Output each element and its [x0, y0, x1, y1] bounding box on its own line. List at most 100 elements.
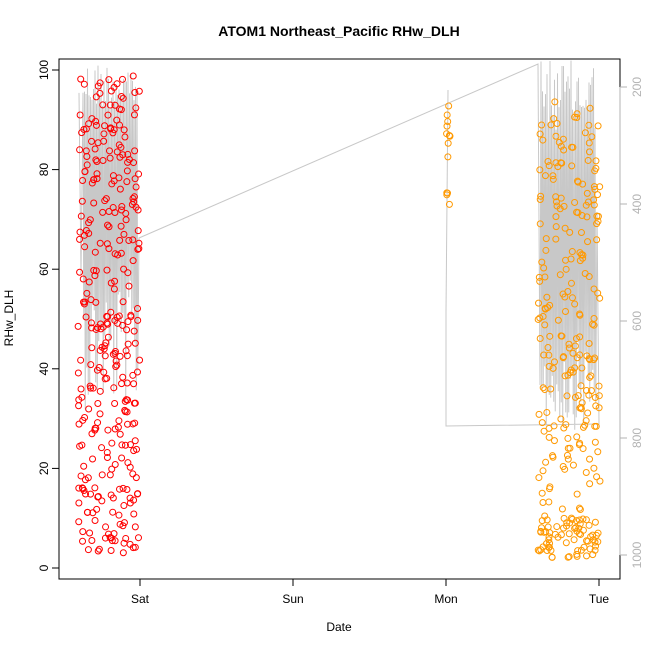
data-point: [122, 396, 130, 404]
data-point: [535, 474, 543, 482]
data-point: [83, 153, 91, 161]
data-point: [85, 278, 93, 286]
data-point: [568, 248, 576, 256]
chart-title: ATOM1 Northeast_Pacific RHw_DLH: [218, 23, 459, 39]
data-point: [590, 183, 598, 191]
data-point: [132, 183, 140, 191]
data-point: [83, 508, 91, 516]
data-point: [103, 266, 111, 274]
data-point: [568, 515, 576, 523]
data-point: [579, 515, 587, 523]
data-point: [546, 539, 554, 547]
data-point: [540, 351, 548, 359]
data-point: [565, 344, 573, 352]
data-point: [550, 437, 558, 445]
data-point: [123, 326, 131, 334]
data-point: [126, 463, 134, 471]
data-point: [443, 111, 451, 119]
data-point: [98, 497, 106, 505]
data-point: [562, 265, 570, 273]
data-point: [123, 408, 131, 416]
data-point: [541, 321, 549, 329]
data-point: [91, 145, 99, 153]
data-point: [91, 426, 99, 434]
data-point: [550, 115, 558, 123]
data-point: [134, 245, 142, 253]
data-point: [118, 380, 126, 388]
data-point: [556, 205, 564, 213]
data-point: [584, 409, 592, 417]
data-point: [572, 335, 580, 343]
data-point: [133, 368, 141, 376]
data-point: [76, 146, 84, 154]
data-point: [545, 433, 553, 441]
data-point: [541, 386, 549, 394]
data-point: [96, 89, 104, 97]
data-point: [116, 430, 124, 438]
data-point: [91, 248, 99, 256]
data-point: [566, 444, 574, 452]
data-point: [134, 534, 142, 542]
data-point: [135, 245, 143, 253]
data-point: [116, 352, 124, 360]
data-point: [539, 467, 547, 475]
data-point: [563, 392, 571, 400]
data-point: [94, 492, 102, 500]
data-point: [131, 419, 139, 427]
data-point: [101, 197, 109, 205]
data-point: [580, 543, 588, 551]
y2-tick-label: 1000: [630, 541, 644, 568]
data-point: [91, 484, 99, 492]
data-point: [96, 239, 104, 247]
data-point: [545, 162, 553, 170]
data-point: [131, 89, 139, 97]
data-point: [96, 410, 104, 418]
data-point: [107, 87, 115, 95]
data-point: [541, 273, 549, 281]
data-point: [77, 75, 85, 83]
data-point: [565, 340, 573, 348]
data-point: [542, 458, 550, 466]
data-point: [585, 355, 593, 363]
data-point: [79, 275, 87, 283]
data-point: [100, 137, 108, 145]
data-point: [590, 314, 598, 322]
data-point: [538, 419, 546, 427]
data-point: [553, 523, 561, 531]
data-point: [103, 448, 111, 456]
data-point: [592, 402, 600, 410]
data-point: [122, 534, 130, 542]
data-point: [124, 318, 132, 326]
data-point: [535, 547, 543, 555]
data-point: [84, 474, 92, 482]
data-point: [131, 147, 139, 155]
data-point: [77, 212, 85, 220]
data-point: [586, 373, 594, 381]
data-point: [562, 539, 570, 547]
x-tick-label: Sun: [282, 592, 303, 606]
data-point: [118, 441, 126, 449]
data-point: [109, 204, 117, 212]
data-point: [576, 439, 584, 447]
data-point: [103, 312, 111, 320]
y-axis-label: RHw_DLH: [2, 290, 16, 347]
data-point: [89, 509, 97, 517]
data-point: [594, 212, 602, 220]
data-point: [117, 143, 125, 151]
data-point: [106, 154, 114, 162]
data-point: [575, 516, 583, 524]
data-point: [563, 522, 571, 530]
data-point: [111, 425, 119, 433]
data-point: [587, 533, 595, 541]
data-point: [92, 93, 100, 101]
data-point: [572, 524, 580, 532]
data-point: [557, 159, 565, 167]
data-point: [117, 222, 125, 230]
data-point: [98, 444, 106, 452]
data-point: [98, 471, 106, 479]
data-point: [562, 308, 570, 316]
data-point: [82, 313, 90, 321]
data-point: [571, 198, 579, 206]
data-point: [131, 437, 139, 445]
